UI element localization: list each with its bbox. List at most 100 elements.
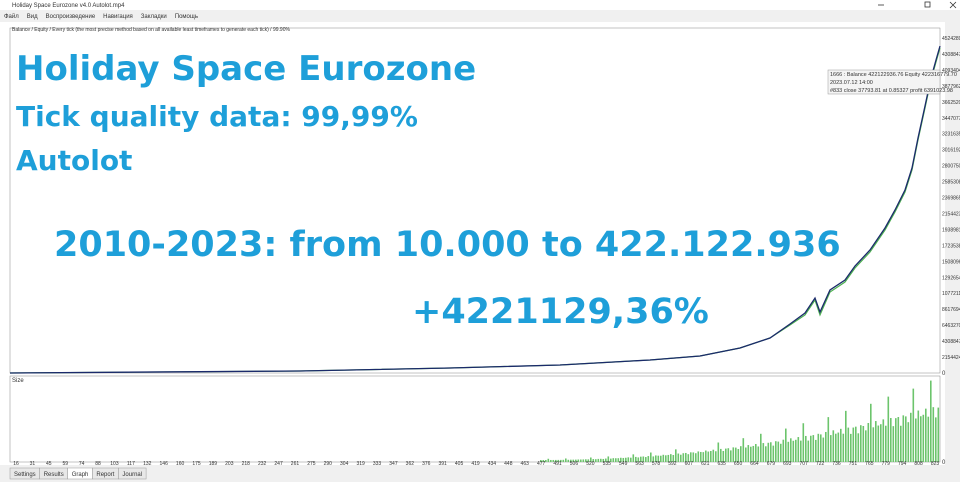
tab[interactable]: Journal [118, 467, 147, 480]
x-tick-label: 491 [553, 461, 562, 467]
x-tick-label: 16 [13, 461, 19, 467]
size-bar [842, 433, 845, 462]
size-bar [850, 433, 852, 462]
size-bar [787, 441, 790, 462]
x-tick-label: 693 [783, 461, 792, 467]
size-bar [682, 453, 685, 462]
size-bar [650, 452, 652, 462]
size-bar [810, 435, 812, 462]
tab-label[interactable]: Settings [14, 472, 36, 478]
tab-label[interactable]: Report [96, 472, 114, 478]
size-bar [732, 447, 735, 462]
tooltip: 1666 : Balance 422122936.76 Equity 42231… [827, 69, 957, 95]
size-bar [752, 445, 755, 462]
size-bar [737, 448, 740, 462]
x-tick-label: 391 [439, 461, 448, 467]
size-bar [820, 434, 822, 462]
tab[interactable]: Report [92, 467, 119, 480]
size-bar [585, 459, 587, 462]
x-tick-label: 132 [143, 461, 152, 467]
x-tick-label: 535 [603, 461, 612, 467]
size-bar [897, 417, 900, 462]
x-tick-label: 333 [373, 461, 382, 467]
size-bar [740, 446, 742, 462]
size-bar [872, 427, 875, 462]
x-tick-label: 621 [701, 461, 710, 467]
x-tick-label: 463 [521, 461, 530, 467]
x-tick-label: 275 [307, 461, 316, 467]
size-bar [745, 447, 747, 462]
size-bar [612, 458, 615, 462]
size-label: Size [12, 378, 24, 384]
tab-box[interactable] [118, 467, 147, 480]
menu-item[interactable]: Файл [4, 13, 19, 20]
size-bar [685, 452, 687, 462]
size-bar [690, 452, 692, 462]
y-tick-label: 23698659 [942, 196, 960, 202]
menu-item[interactable]: Закладки [141, 14, 167, 20]
size-bar [902, 415, 905, 462]
x-tick-label: 146 [160, 461, 169, 467]
tab[interactable]: Settings [9, 467, 40, 480]
size-bar [722, 451, 725, 462]
x-tick-label: 88 [95, 461, 101, 467]
menu-item[interactable]: Вид [27, 14, 38, 20]
size-bar [602, 458, 605, 462]
size-bar [805, 435, 807, 462]
size-bar [715, 451, 717, 462]
size-bar [875, 421, 877, 462]
size-bar [767, 442, 770, 462]
menu-item[interactable]: Помощь [175, 14, 198, 20]
size-bar [600, 458, 602, 462]
zero-label: 0 [942, 460, 946, 466]
menu-item[interactable]: Воспроизведение [46, 14, 96, 20]
size-bar [605, 458, 607, 462]
x-tick-label: 434 [488, 461, 497, 467]
x-tick-label: 74 [79, 461, 85, 467]
size-bar [920, 416, 922, 462]
tab-label[interactable]: Graph [72, 472, 89, 478]
y-tick-label: 21544235 [942, 211, 960, 217]
x-tick-label: 247 [274, 461, 283, 467]
size-bar [662, 454, 665, 462]
x-tick-label: 290 [324, 461, 333, 467]
x-tick-label: 103 [110, 461, 119, 467]
size-bar [785, 428, 787, 462]
size-bar [735, 447, 737, 462]
size-bar [627, 457, 630, 462]
tab[interactable]: Results [39, 467, 68, 480]
size-bars [540, 380, 940, 462]
size-bar [917, 410, 920, 462]
window-controls[interactable] [878, 1, 957, 9]
x-tick-label: 765 [865, 461, 874, 467]
x-tick-label: 362 [406, 461, 415, 467]
x-tick-label: 405 [455, 461, 464, 467]
size-bar [700, 451, 702, 462]
x-tick-label: 707 [800, 461, 809, 467]
size-bar [892, 426, 895, 462]
tooltip-line: 2023.07.12 14:00 [830, 80, 873, 86]
size-bar [832, 430, 835, 462]
size-bar [632, 454, 635, 462]
size-bar [867, 422, 870, 462]
size-bar [592, 459, 595, 462]
x-tick-label: 549 [619, 461, 628, 467]
x-tick-label: 31 [30, 461, 36, 467]
tab-label[interactable]: Journal [122, 472, 142, 478]
x-tick-label: 679 [767, 461, 776, 467]
size-bar [665, 455, 667, 462]
size-bar [912, 388, 915, 462]
y-tick-label: 34470776 [942, 116, 960, 122]
size-bar [907, 422, 910, 462]
size-bar [560, 459, 562, 462]
size-bar [677, 453, 680, 462]
y-tick-label: 8617694 [942, 307, 960, 313]
tab[interactable]: Graph [67, 467, 93, 480]
tab-label[interactable]: Results [44, 472, 64, 478]
size-bar [882, 419, 885, 462]
size-bar [815, 439, 817, 462]
size-bar [762, 443, 765, 462]
size-bar [852, 427, 855, 462]
menu-item[interactable]: Навигация [103, 14, 133, 20]
x-tick-label: 635 [717, 461, 726, 467]
